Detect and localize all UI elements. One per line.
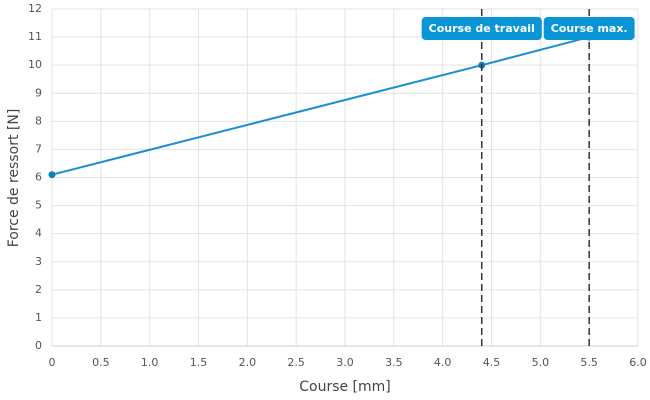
x-tick-label: 5.0 (532, 356, 550, 369)
y-tick-label: 12 (28, 2, 42, 15)
x-tick-label: 4.0 (434, 356, 452, 369)
annotation: Course max. (543, 17, 635, 40)
y-tick-label: 1 (35, 311, 42, 324)
annotation-box (421, 17, 542, 40)
y-axis-label: Force de ressort [N] (6, 109, 22, 248)
x-tick-label: 6.0 (629, 356, 647, 369)
y-tick-label: 9 (35, 86, 42, 99)
annotation-label: Course max. (551, 22, 628, 35)
x-tick-label: 4.5 (483, 356, 501, 369)
x-tick-label: 5.5 (580, 356, 598, 369)
line (51, 36, 590, 176)
x-tick-label: 0 (49, 356, 56, 369)
x-tick-label: 3.0 (336, 356, 354, 369)
x-tick-label: 0.5 (92, 356, 110, 369)
y-tick-label: 6 (35, 171, 42, 184)
y-tick-label: 8 (35, 114, 42, 127)
x-tick-label: 2.5 (287, 356, 305, 369)
x-tick-label: 2.0 (239, 356, 257, 369)
y-tick-label: 2 (35, 283, 42, 296)
y-tick-label: 11 (28, 30, 42, 43)
annotation-label: Course de travail (429, 22, 535, 35)
y-tick-label: 7 (35, 142, 42, 155)
y-tick-label: 4 (35, 227, 42, 240)
x-tick-label: 3.5 (385, 356, 403, 369)
y-tick-label: 3 (35, 255, 42, 268)
y-tick-label: 5 (35, 199, 42, 212)
x-tick-label: 1.0 (141, 356, 159, 369)
x-tick-label: 1.5 (190, 356, 208, 369)
annotation-box (543, 17, 635, 40)
annotation: Course de travail (421, 17, 542, 40)
x-axis-label: Course [mm] (299, 379, 391, 395)
y-tick-label: 10 (28, 58, 42, 71)
point (48, 171, 56, 179)
y-tick-label: 0 (35, 339, 42, 352)
